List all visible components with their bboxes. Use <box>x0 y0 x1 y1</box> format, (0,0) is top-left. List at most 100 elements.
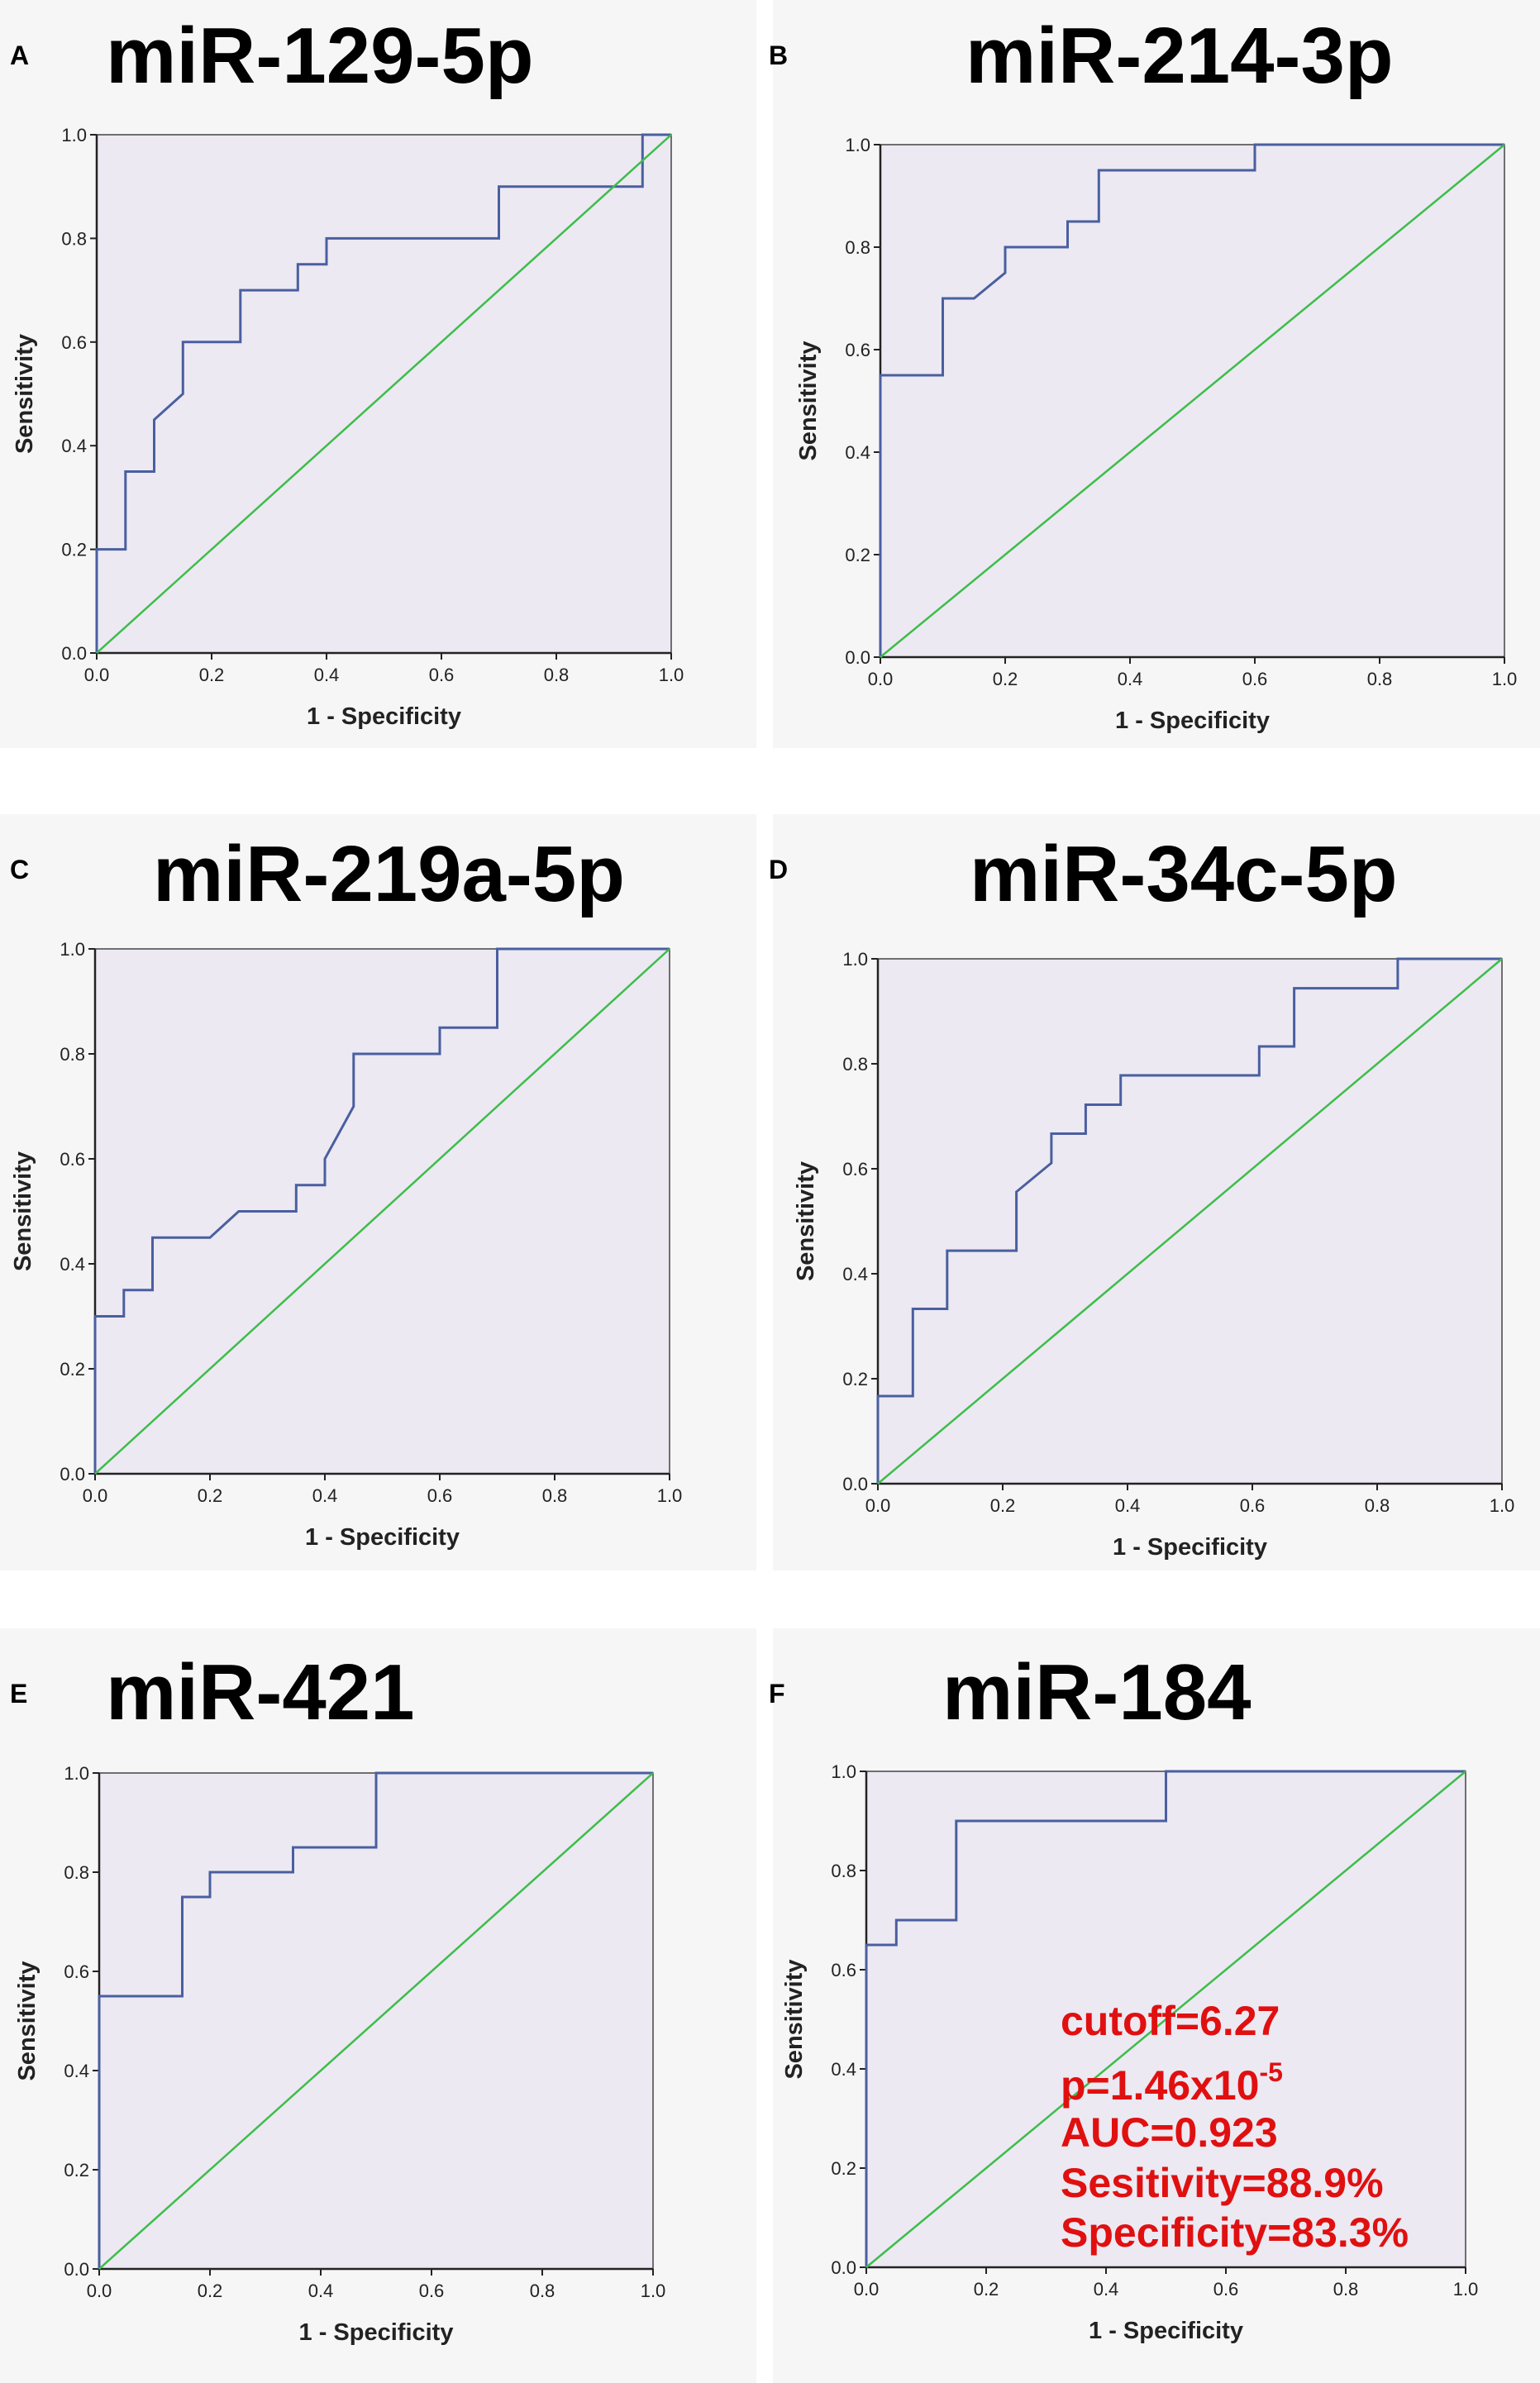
x-tick-label: 0.2 <box>199 665 225 685</box>
x-tick-label: 1.0 <box>1453 2279 1479 2300</box>
roc-curve <box>98 1771 653 2269</box>
y-tick-label: 0.6 <box>842 1159 868 1180</box>
panel-letter: E <box>10 1679 27 1709</box>
chart-title: miR-129-5p <box>106 12 534 100</box>
y-tick-label: 0.2 <box>64 2160 89 2180</box>
y-tick-label: 0.0 <box>842 1474 868 1494</box>
x-tick-label: 1.0 <box>659 665 684 685</box>
y-tick-label: 0.6 <box>831 1960 856 1980</box>
x-tick-label: 1.0 <box>641 2281 666 2301</box>
x-tick-label: 0.4 <box>308 2281 334 2301</box>
x-tick-label: 0.0 <box>868 669 894 689</box>
y-tick-label: 1.0 <box>842 949 868 970</box>
x-tick-label: 0.2 <box>198 2281 223 2301</box>
x-tick-label: 0.0 <box>865 1495 891 1516</box>
x-axis-title: 1 - Specificity <box>1115 708 1270 734</box>
panel-letter: F <box>769 1679 785 1709</box>
y-tick-label: 1.0 <box>831 1761 856 1782</box>
x-tick-label: 0.2 <box>974 2279 999 2300</box>
annotation-sensitivity: Sesitivity=88.9% <box>1061 2160 1384 2206</box>
x-tick-label: 0.4 <box>312 1485 338 1506</box>
y-tick-label: 0.2 <box>842 1369 868 1389</box>
y-tick-label: 0.8 <box>842 1054 868 1075</box>
x-tick-label: 0.4 <box>1115 1495 1141 1516</box>
y-tick-label: 0.2 <box>831 2158 856 2179</box>
reference-line <box>877 958 1503 1485</box>
x-tick-label: 0.6 <box>429 665 455 685</box>
x-tick-label: 0.0 <box>84 665 110 685</box>
reference-line <box>94 948 670 1475</box>
x-tick-label: 0.0 <box>854 2279 880 2300</box>
y-tick-label: 0.4 <box>61 436 87 456</box>
annotation-auc: AUC=0.923 <box>1061 2109 1278 2156</box>
annotation-specificity: Specificity=83.3% <box>1061 2209 1409 2256</box>
y-tick-label: 0.6 <box>60 1149 85 1170</box>
roc-curve <box>93 947 670 1474</box>
y-tick-label: 0.0 <box>831 2257 856 2278</box>
panel-letter: B <box>769 41 788 70</box>
y-tick-label: 0.0 <box>845 647 870 668</box>
x-tick-label: 0.2 <box>993 669 1018 689</box>
roc-curve <box>95 133 671 653</box>
reference-line <box>98 1772 654 2270</box>
panel-letter: A <box>10 41 29 70</box>
x-tick-label: 0.6 <box>419 2281 445 2301</box>
annotation-cutoff: cutoff=6.27 <box>1061 1998 1280 2044</box>
x-tick-label: 1.0 <box>1490 1495 1515 1516</box>
x-tick-label: 0.8 <box>1333 2279 1359 2300</box>
y-tick-label: 1.0 <box>845 135 870 155</box>
x-tick-label: 0.8 <box>544 665 570 685</box>
x-tick-label: 0.0 <box>87 2281 112 2301</box>
stats-annotation: cutoff=6.27p=1.46x10-5AUC=0.923Sesitivit… <box>1061 1998 1409 2256</box>
x-tick-label: 0.6 <box>427 1485 453 1506</box>
y-tick-label: 0.8 <box>60 1044 85 1065</box>
y-tick-label: 1.0 <box>61 125 87 145</box>
panel-letter: C <box>10 855 29 884</box>
x-tick-label: 0.4 <box>1118 669 1143 689</box>
reference-line <box>96 134 672 654</box>
roc-curve <box>865 1770 1466 2267</box>
chart-title: miR-219a-5p <box>153 830 625 918</box>
roc-curve <box>879 143 1504 657</box>
y-tick-label: 0.4 <box>842 1264 868 1284</box>
x-tick-label: 1.0 <box>1492 669 1518 689</box>
chart-title: miR-421 <box>106 1648 415 1737</box>
x-tick-label: 0.8 <box>1367 669 1393 689</box>
y-tick-label: 0.0 <box>64 2259 89 2280</box>
y-tick-label: 0.6 <box>845 340 870 360</box>
y-tick-label: 0.4 <box>64 2061 89 2081</box>
y-tick-label: 0.6 <box>64 1961 89 1982</box>
x-axis-title: 1 - Specificity <box>1113 1534 1267 1561</box>
y-tick-label: 1.0 <box>64 1763 89 1784</box>
x-axis-title: 1 - Specificity <box>1089 2318 1243 2344</box>
reference-line <box>880 144 1505 658</box>
y-axis-title: Sensitivity <box>795 341 822 460</box>
reference-line <box>865 1771 1466 2268</box>
x-tick-label: 0.6 <box>1240 1495 1266 1516</box>
y-tick-label: 1.0 <box>60 939 85 960</box>
y-tick-label: 0.4 <box>831 2059 856 2080</box>
y-axis-title: Sensitivity <box>781 1959 808 2079</box>
x-tick-label: 0.0 <box>83 1485 108 1506</box>
x-tick-label: 0.4 <box>1094 2279 1119 2300</box>
y-tick-label: 0.2 <box>845 545 870 565</box>
y-axis-title: Sensitivity <box>10 1151 36 1271</box>
annotation-p-base: p=1.46x10 <box>1061 2062 1259 2109</box>
y-tick-label: 0.2 <box>60 1359 85 1380</box>
x-tick-label: 0.2 <box>990 1495 1016 1516</box>
chart-title: miR-34c-5p <box>970 830 1398 918</box>
x-tick-label: 0.8 <box>542 1485 568 1506</box>
roc-curve <box>876 957 1502 1484</box>
y-tick-label: 0.8 <box>831 1861 856 1881</box>
panel-letter: D <box>769 855 788 884</box>
y-tick-label: 0.6 <box>61 332 87 353</box>
y-axis-title: Sensitivity <box>793 1161 819 1281</box>
y-axis-title: Sensitivity <box>14 1961 41 2080</box>
y-tick-label: 0.4 <box>845 442 870 463</box>
